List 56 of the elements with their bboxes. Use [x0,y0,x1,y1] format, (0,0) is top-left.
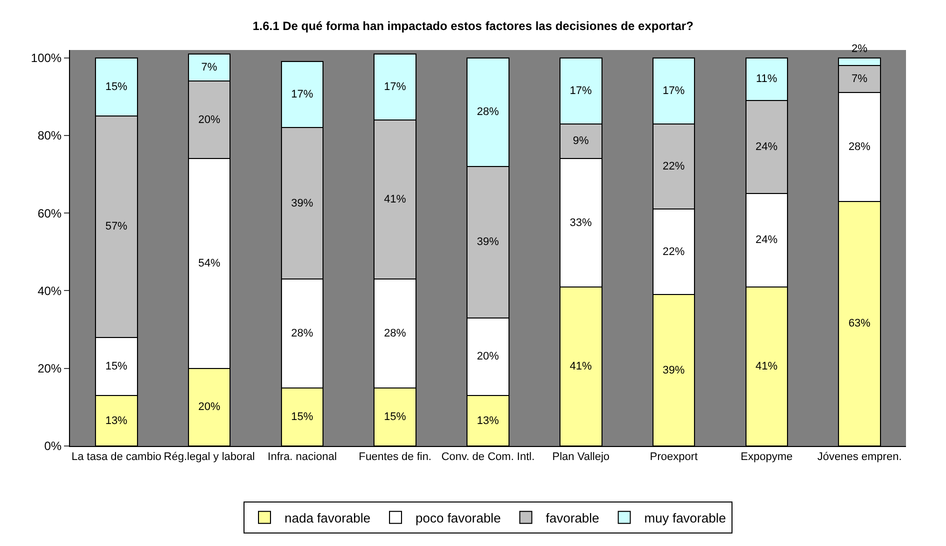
x-tick-label: Expopyme [740,451,793,464]
data-label: 28% [291,327,314,340]
data-label: 63% [848,318,871,330]
data-label: 11% [756,73,778,86]
legend-label: muy favorable [644,510,726,526]
data-label: 39% [291,197,314,210]
x-tick-label: Jóvenes empren. [817,451,902,464]
legend-label: favorable [546,510,600,526]
x-tick-label: Conv. de Com. Intl. [441,451,535,464]
data-label: 9% [572,135,589,148]
data-label: 57% [105,220,128,233]
y-tick-label: 40% [38,284,62,298]
chart-title: 1.6.1 De qué forma han impactado estos factores las decisiones de exportar? [252,19,694,34]
y-tick-label: 100% [30,50,62,65]
data-label: 13% [105,414,128,427]
data-label: 20% [198,401,220,414]
data-label: 22% [662,160,685,172]
data-label: 7% [201,61,218,74]
x-tick-label: Proexport [650,451,698,464]
legend-label: poco favorable [416,510,501,526]
data-label: 17% [570,84,592,97]
data-label: 7% [852,73,868,86]
y-tick-label: 20% [38,362,62,376]
data-label: 22% [662,246,685,258]
data-label: 39% [662,364,685,376]
data-label: 20% [476,350,500,363]
x-tick-label: Infra. nacional [268,451,337,464]
data-label: 17% [291,88,314,101]
legend-label: nada favorable [284,510,371,526]
data-label: 17% [662,84,685,97]
data-label: 17% [384,80,406,93]
data-label: 24% [756,141,778,154]
y-tick-label: 60% [38,206,62,220]
x-tick-label: La tasa de cambio [71,451,162,464]
data-label: 24% [756,234,778,246]
data-label: 41% [756,360,778,372]
y-tick-label: 0% [44,439,62,454]
data-label: 13% [476,414,500,427]
data-label: 20% [198,114,220,126]
data-label: 28% [476,106,500,118]
data-label: 41% [570,360,592,372]
data-label: 15% [105,80,128,93]
x-tick-label: Rég.legal y laboral [164,451,255,464]
data-label: 39% [476,236,500,248]
y-tick-label: 80% [38,128,62,143]
x-tick-label: Fuentes de fin. [358,451,432,464]
data-label: 15% [384,410,406,423]
data-label: 54% [198,258,220,270]
data-label: 41% [384,193,406,206]
data-label: 15% [105,360,128,372]
data-label: 2% [852,42,868,55]
data-label: 33% [570,216,592,229]
data-label: 28% [384,327,406,340]
data-label: 15% [291,410,314,423]
x-tick-label: Plan Vallejo [552,451,610,464]
data-label: 28% [848,141,871,154]
